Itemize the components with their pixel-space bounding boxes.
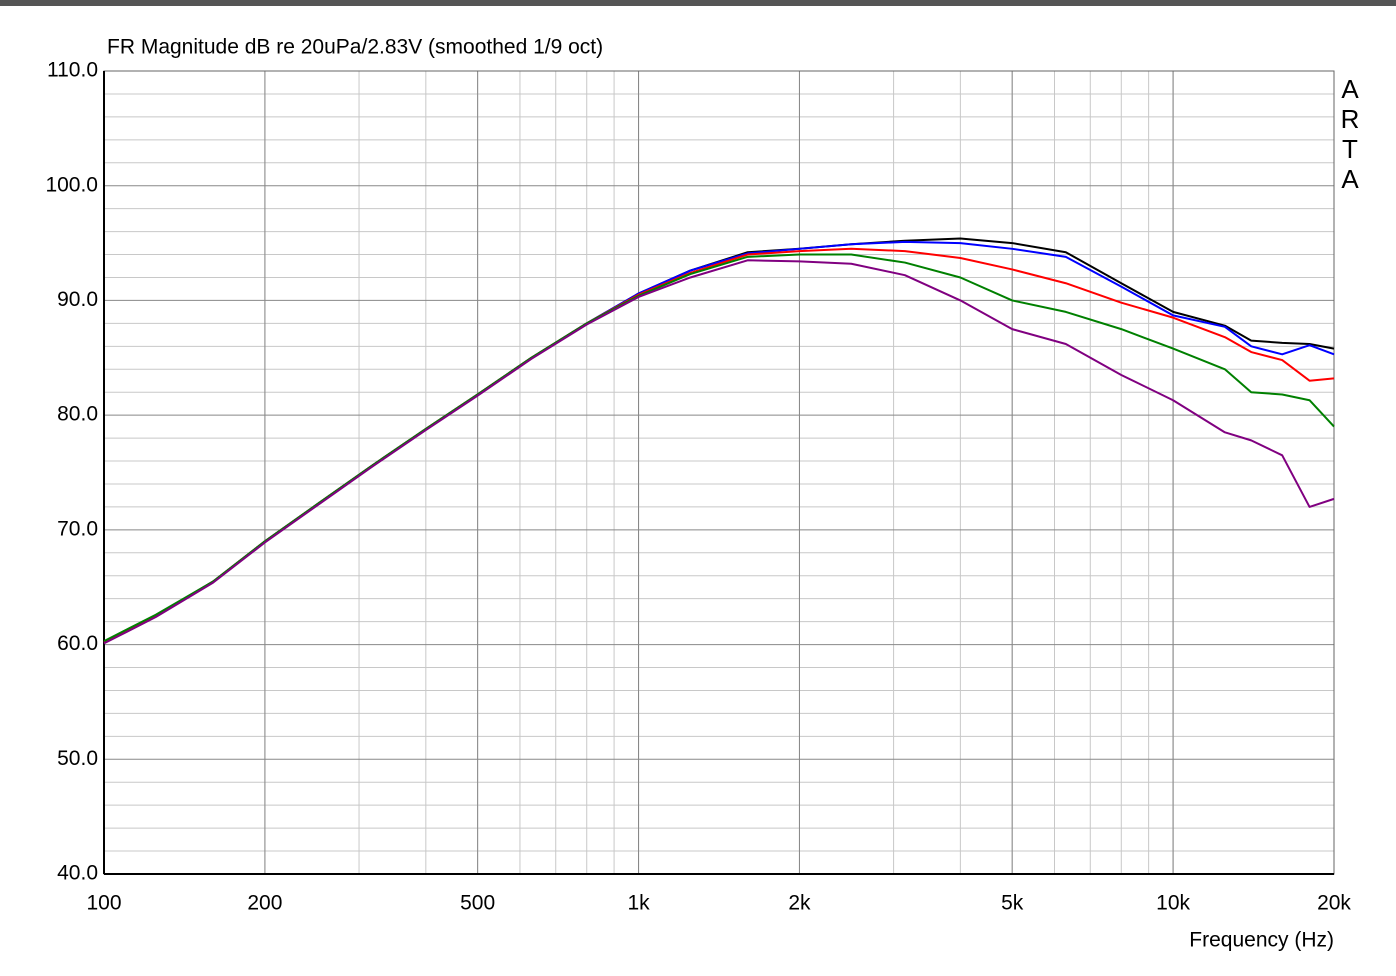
x-tick-label: 20k xyxy=(1317,892,1351,915)
y-tick-label: 40.0 xyxy=(57,862,98,885)
x-tick-label: 200 xyxy=(247,892,282,915)
series-line xyxy=(103,259,1335,645)
series-line xyxy=(103,247,1335,644)
x-tick-label: 5k xyxy=(1001,892,1024,915)
series-line xyxy=(103,240,1335,644)
x-tick-label: 10k xyxy=(1156,892,1190,915)
y-tick-label: 70.0 xyxy=(57,517,98,540)
x-tick-label: 1k xyxy=(627,892,650,915)
x-tick-label: 100 xyxy=(86,892,121,915)
y-tick-label: 80.0 xyxy=(57,403,98,426)
chart-title: FR Magnitude dB re 20uPa/2.83V (smoothed… xyxy=(107,36,603,59)
x-axis-label: Frequency (Hz) xyxy=(1189,929,1334,952)
y-tick-label: 50.0 xyxy=(57,747,98,770)
plot-frame xyxy=(103,70,1335,875)
top-bar xyxy=(0,0,1396,6)
x-tick-label: 500 xyxy=(460,892,495,915)
series-line xyxy=(103,253,1335,643)
watermark: ARTA xyxy=(1340,74,1360,194)
x-tick-label: 2k xyxy=(788,892,811,915)
y-tick-label: 100.0 xyxy=(45,173,98,196)
y-tick-label: 60.0 xyxy=(57,632,98,655)
series-line xyxy=(103,237,1335,644)
y-tick-label: 90.0 xyxy=(57,288,98,311)
y-tick-label: 110.0 xyxy=(47,59,98,82)
